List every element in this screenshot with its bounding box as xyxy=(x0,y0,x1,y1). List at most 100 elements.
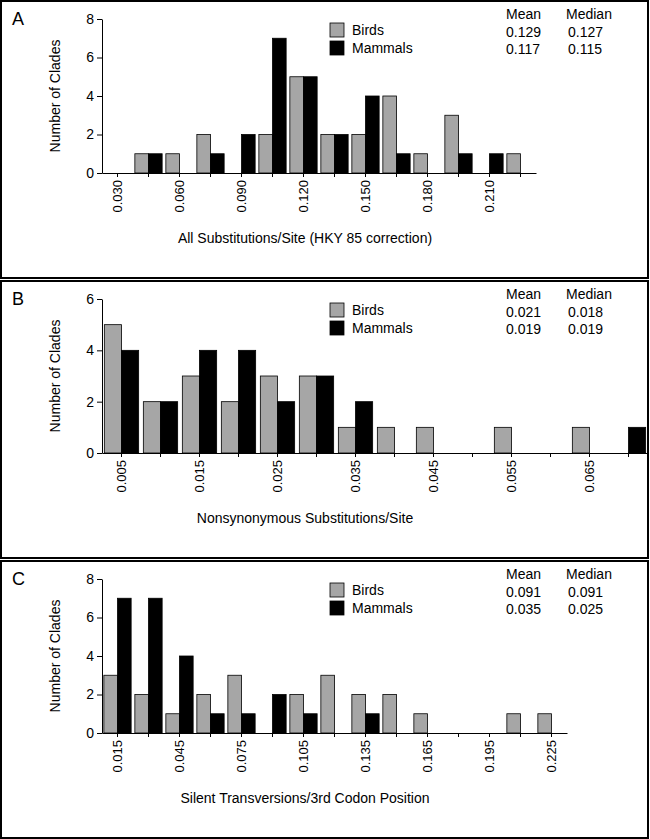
y-tick: 2 xyxy=(86,394,102,410)
x-tick: 0.195 xyxy=(482,733,497,773)
x-tick: 0.035 xyxy=(348,453,363,493)
bar xyxy=(397,154,411,173)
bar xyxy=(290,695,304,734)
bar xyxy=(507,154,521,173)
y-axis-line xyxy=(102,20,103,174)
x-tick-mark xyxy=(334,173,335,177)
x-tick xyxy=(520,733,521,737)
x-axis-line xyxy=(103,173,537,174)
bar xyxy=(273,695,287,734)
x-tick-mark xyxy=(148,733,149,737)
x-tick xyxy=(272,173,273,177)
x-tick-label: 0.060 xyxy=(172,180,187,213)
stats-header: Mean xyxy=(506,6,541,22)
stats-table: MeanMedian0.0210.0180.0190.019 xyxy=(506,286,612,337)
x-tick xyxy=(396,173,397,177)
stats-value: 0.025 xyxy=(568,601,603,617)
x-tick-mark xyxy=(272,733,273,737)
x-tick-mark xyxy=(511,453,512,457)
x-tick xyxy=(550,453,551,457)
legend-swatch xyxy=(330,321,344,335)
y-tick: 8 xyxy=(86,571,102,587)
bar xyxy=(182,376,199,453)
bar xyxy=(197,695,211,734)
x-axis: 0.0050.0150.0250.0350.0450.0550.065 xyxy=(103,453,649,493)
bar xyxy=(135,154,149,173)
y-tick-label: 2 xyxy=(86,394,94,410)
x-tick-mark xyxy=(589,453,590,457)
bar xyxy=(338,427,355,453)
stats-value: 0.127 xyxy=(568,24,603,40)
x-tick xyxy=(458,733,459,737)
x-tick-mark xyxy=(520,173,521,177)
bar xyxy=(104,675,118,733)
x-tick-label: 0.135 xyxy=(358,740,373,773)
bar xyxy=(352,695,366,734)
bar xyxy=(211,714,225,733)
bar xyxy=(317,376,334,453)
legend: BirdsMammals xyxy=(330,582,413,616)
bar xyxy=(414,154,428,173)
x-tick-mark xyxy=(396,733,397,737)
stats-value: 0.117 xyxy=(506,41,540,57)
bar xyxy=(304,714,318,733)
y-tick-label: 4 xyxy=(86,88,94,104)
x-tick-mark xyxy=(121,453,122,457)
x-tick: 0.135 xyxy=(358,733,373,773)
panel: 0.0050.0150.0250.0350.0450.0550.0650246B… xyxy=(1,281,649,558)
x-tick-label: 0.210 xyxy=(482,180,497,213)
x-tick-mark xyxy=(427,733,428,737)
panel: 0.0300.0600.0900.1200.1500.1800.21002468… xyxy=(1,1,648,278)
bar xyxy=(197,135,211,174)
x-tick: 0.165 xyxy=(420,733,435,773)
y-tick-mark xyxy=(97,733,102,734)
legend-swatch xyxy=(330,23,344,37)
x-tick-mark xyxy=(210,733,211,737)
x-tick-label: 0.015 xyxy=(110,740,125,773)
x-tick: 0.060 xyxy=(172,173,187,213)
bar xyxy=(149,598,163,733)
bar xyxy=(321,675,335,733)
x-tick: 0.045 xyxy=(172,733,187,773)
stats-table: MeanMedian0.1290.1270.1170.115 xyxy=(506,6,612,57)
y-axis-title: Number of Clades xyxy=(47,40,63,153)
x-tick-mark xyxy=(303,733,304,737)
bars xyxy=(104,325,645,453)
y-tick-label: 2 xyxy=(86,126,94,142)
bar xyxy=(211,154,225,173)
x-tick xyxy=(148,733,149,737)
x-tick xyxy=(458,173,459,177)
x-tick-mark xyxy=(551,733,552,737)
y-tick: 4 xyxy=(86,88,102,104)
bar xyxy=(459,154,473,173)
x-tick xyxy=(628,453,629,457)
bar xyxy=(321,135,335,174)
bar xyxy=(356,402,373,453)
bar xyxy=(290,77,304,173)
x-tick-mark xyxy=(394,453,395,457)
x-tick-label: 0.180 xyxy=(420,180,435,213)
bar xyxy=(200,350,217,453)
stats-value: 0.018 xyxy=(568,304,603,320)
x-tick-label: 0.030 xyxy=(110,180,125,213)
stats-value: 0.091 xyxy=(568,584,603,600)
y-axis-line xyxy=(102,580,103,734)
x-tick xyxy=(210,173,211,177)
y-axis-title: Number of Clades xyxy=(47,600,63,713)
x-tick xyxy=(334,733,335,737)
x-tick: 0.005 xyxy=(114,453,129,493)
x-tick-label: 0.075 xyxy=(234,740,249,773)
bar xyxy=(260,376,277,453)
bar xyxy=(180,656,194,733)
bar xyxy=(166,714,180,733)
x-tick: 0.030 xyxy=(110,173,125,213)
bar xyxy=(166,154,180,173)
x-tick: 0.055 xyxy=(504,453,519,493)
x-tick: 0.025 xyxy=(270,453,285,493)
legend-label: Birds xyxy=(352,582,384,598)
y-tick-label: 2 xyxy=(86,686,94,702)
y-tick: 6 xyxy=(86,609,102,625)
x-tick-mark xyxy=(472,453,473,457)
y-tick-label: 8 xyxy=(86,571,94,587)
bar xyxy=(221,402,238,453)
